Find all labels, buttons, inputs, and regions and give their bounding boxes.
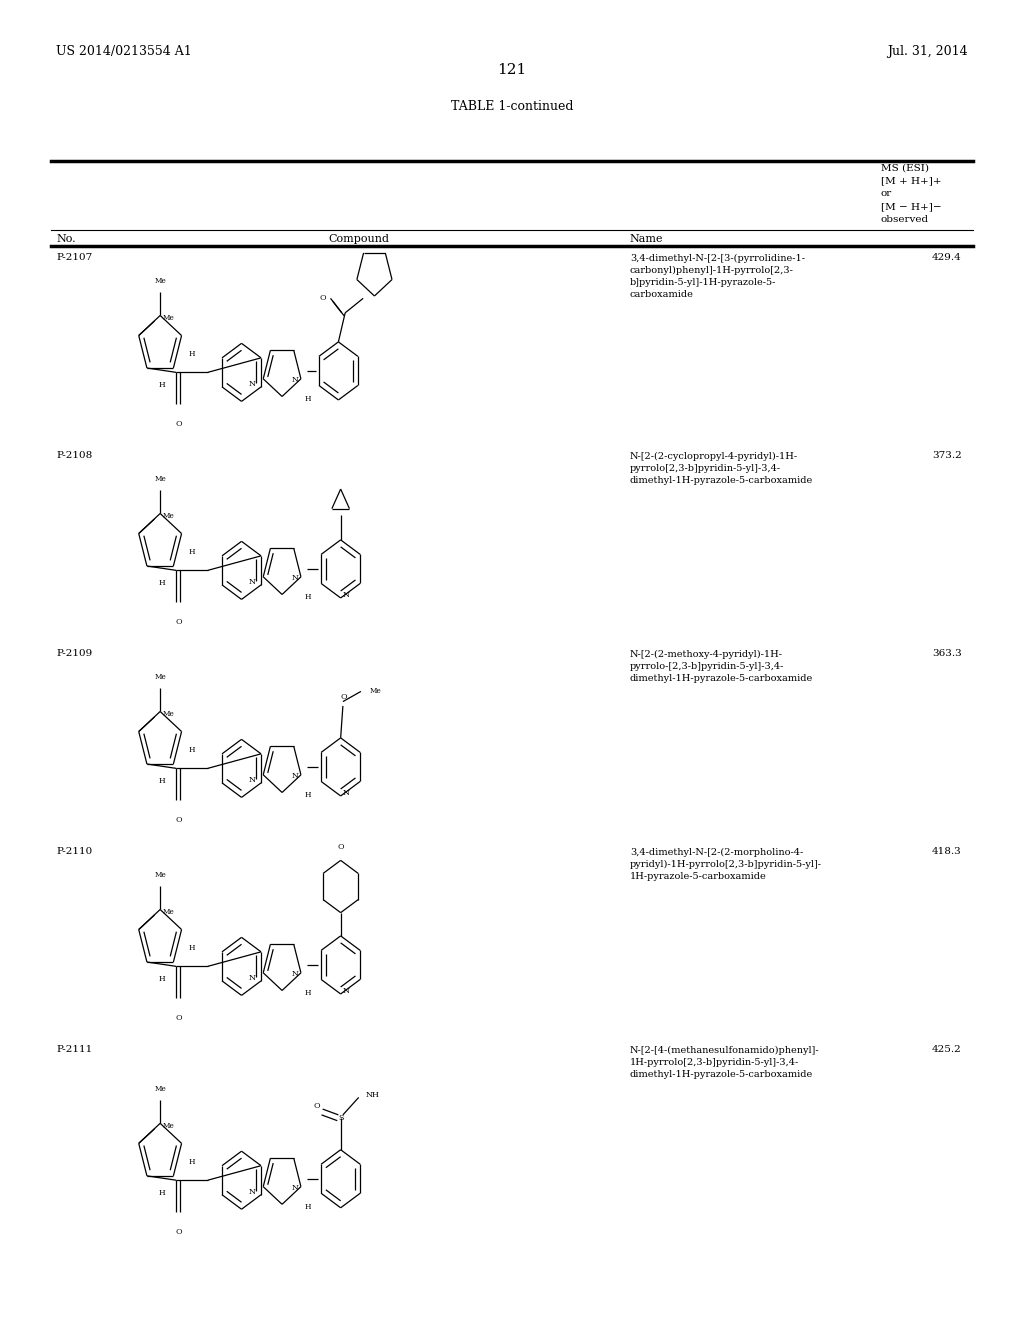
Text: N-[2-(2-cyclopropyl-4-pyridyl)-1H-
pyrrolo[2,3-b]pyridin-5-yl]-3,4-
dimethyl-1H-: N-[2-(2-cyclopropyl-4-pyridyl)-1H- pyrro… [630,451,813,484]
Text: Me: Me [155,277,166,285]
Text: N: N [249,1188,255,1196]
Text: Jul. 31, 2014: Jul. 31, 2014 [887,45,968,58]
Text: 121: 121 [498,63,526,78]
Text: N: N [292,376,299,384]
Text: H: H [304,593,311,601]
Text: No.: No. [56,234,76,244]
Text: Me: Me [163,908,174,916]
Text: H: H [159,1189,166,1197]
Text: O: O [175,420,182,428]
Text: P-2108: P-2108 [56,451,92,461]
Text: N-[2-(2-methoxy-4-pyridyl)-1H-
pyrrolo-[2,3-b]pyridin-5-yl]-3,4-
dimethyl-1H-pyr: N-[2-(2-methoxy-4-pyridyl)-1H- pyrrolo-[… [630,649,813,682]
Text: NH: NH [366,1090,379,1098]
Text: 418.3: 418.3 [932,847,962,857]
Text: P-2111: P-2111 [56,1045,92,1055]
Text: O: O [175,816,182,824]
Text: Me: Me [155,475,166,483]
Text: Name: Name [630,234,664,244]
Text: N-[2-[4-(methanesulfonamido)phenyl]-
1H-pyrrolo[2,3-b]pyridin-5-yl]-3,4-
dimethy: N-[2-[4-(methanesulfonamido)phenyl]- 1H-… [630,1045,819,1078]
Text: N: N [343,591,350,599]
Text: H: H [188,1158,196,1166]
Text: Compound: Compound [328,234,389,244]
Text: H: H [159,579,166,587]
Text: O: O [175,618,182,626]
Text: N: N [249,974,255,982]
Text: H: H [159,777,166,785]
Text: 3,4-dimethyl-N-[2-(2-morpholino-4-
pyridyl)-1H-pyrrolo[2,3-b]pyridin-5-yl]-
1H-p: 3,4-dimethyl-N-[2-(2-morpholino-4- pyrid… [630,847,821,880]
Text: N: N [292,772,299,780]
Text: O: O [175,1014,182,1022]
Text: H: H [304,989,311,997]
Text: Me: Me [163,1122,174,1130]
Text: 363.3: 363.3 [932,649,962,659]
Text: MS (ESI)
[M + H+]+
or
[M − H+]−
observed: MS (ESI) [M + H+]+ or [M − H+]− observed [881,164,941,224]
Text: N: N [343,789,350,797]
Text: O: O [175,1228,182,1236]
Text: Me: Me [370,688,382,696]
Text: N: N [249,380,255,388]
Text: H: H [159,381,166,389]
Text: H: H [304,395,311,403]
Text: TABLE 1-continued: TABLE 1-continued [451,100,573,114]
Text: N: N [292,1184,299,1192]
Text: P-2107: P-2107 [56,253,92,263]
Text: O: O [341,693,347,701]
Text: O: O [337,843,344,851]
Text: Me: Me [155,871,166,879]
Text: H: H [304,1203,311,1210]
Text: N: N [292,574,299,582]
Text: 3,4-dimethyl-N-[2-[3-(pyrrolidine-1-
carbonyl)phenyl]-1H-pyrrolo[2,3-
b]pyridin-: 3,4-dimethyl-N-[2-[3-(pyrrolidine-1- car… [630,253,805,300]
Text: N: N [292,970,299,978]
Text: Me: Me [163,314,174,322]
Text: 425.2: 425.2 [932,1045,962,1055]
Text: H: H [188,350,196,358]
Text: N: N [249,776,255,784]
Text: P-2109: P-2109 [56,649,92,659]
Text: H: H [188,548,196,556]
Text: US 2014/0213554 A1: US 2014/0213554 A1 [56,45,193,58]
Text: Me: Me [163,710,174,718]
Text: S: S [338,1114,343,1122]
Text: Me: Me [155,673,166,681]
Text: H: H [188,746,196,754]
Text: 373.2: 373.2 [932,451,962,461]
Text: P-2110: P-2110 [56,847,92,857]
Text: H: H [188,944,196,952]
Text: 429.4: 429.4 [932,253,962,263]
Text: N: N [249,578,255,586]
Text: H: H [159,975,166,983]
Text: Me: Me [155,1085,166,1093]
Text: O: O [319,294,326,302]
Text: H: H [304,791,311,799]
Text: O: O [313,1102,321,1110]
Text: Me: Me [163,512,174,520]
Text: N: N [343,987,350,995]
